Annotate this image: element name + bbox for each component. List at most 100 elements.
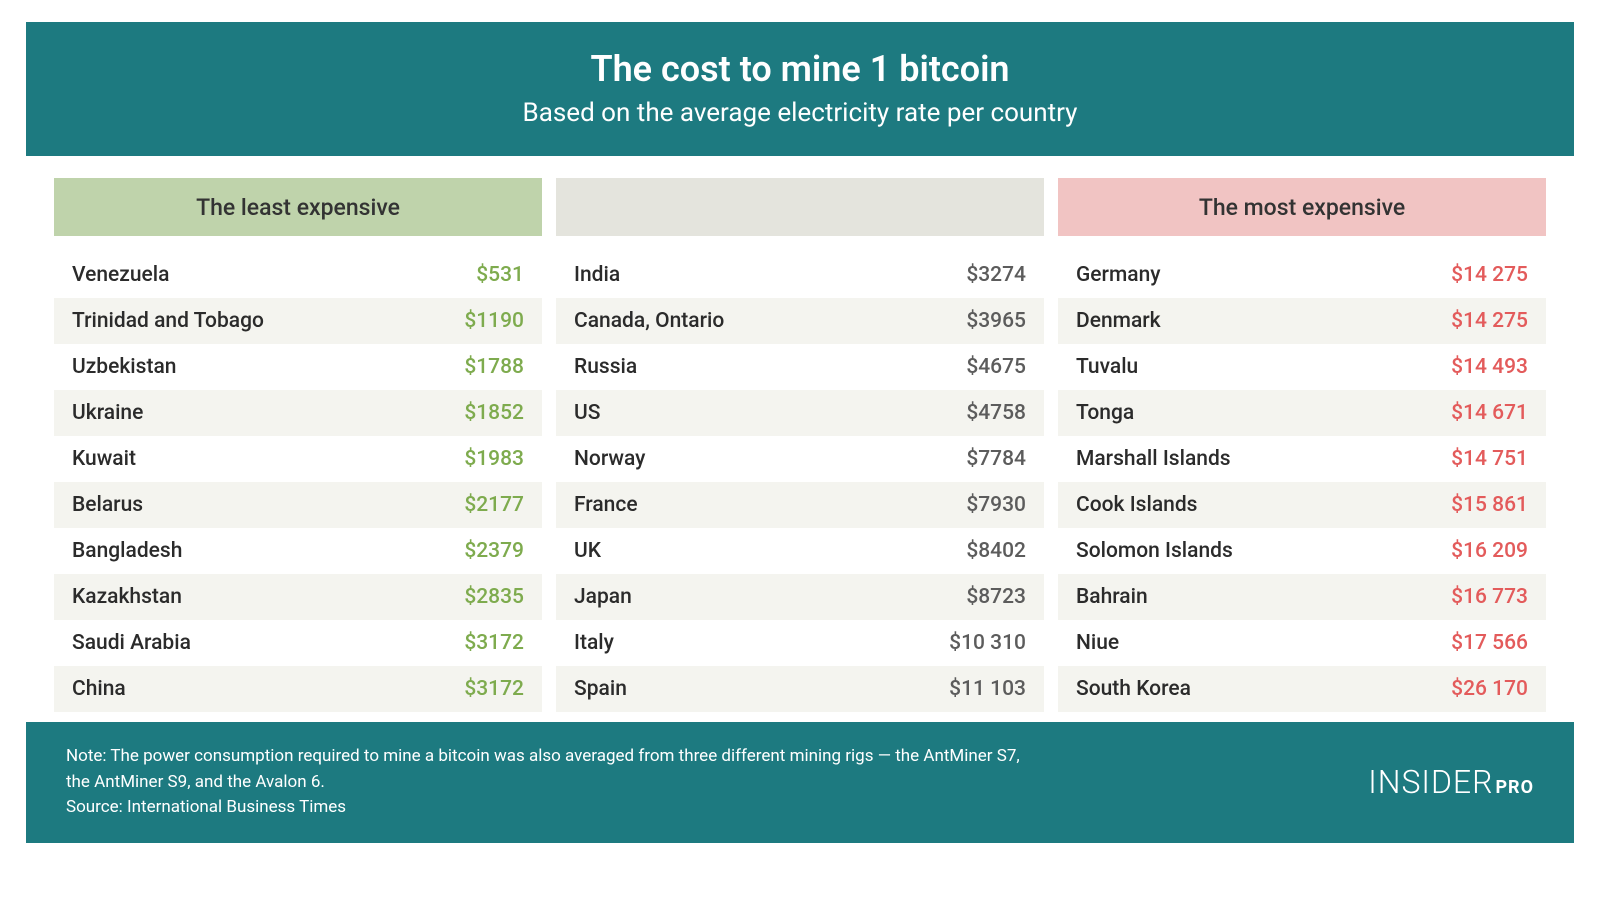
price-cell: $1788 xyxy=(464,355,524,379)
table-row: Cook Islands$15 861 xyxy=(1058,482,1546,528)
price-cell: $10 310 xyxy=(949,631,1026,655)
country-cell: France xyxy=(574,493,638,517)
table-row: Italy $10 310 xyxy=(556,620,1044,666)
price-cell: $7784 xyxy=(966,447,1026,471)
column-mid: India $3274 Canada, Ontario $3965 Russia$467… xyxy=(556,178,1044,712)
price-cell: $7930 xyxy=(966,493,1026,517)
table-row: Russia$4675 xyxy=(556,344,1044,390)
country-cell: China xyxy=(72,677,126,701)
brand-pro: PRO xyxy=(1495,777,1534,798)
country-cell: Ukraine xyxy=(72,401,143,425)
country-cell: Japan xyxy=(574,585,632,609)
country-cell: South Korea xyxy=(1076,677,1191,701)
price-cell: $14 751 xyxy=(1451,447,1528,471)
country-cell: Uzbekistan xyxy=(72,355,176,379)
price-cell: $8402 xyxy=(966,539,1026,563)
price-cell: $11 103 xyxy=(949,677,1026,701)
table-zone: The least expensive Venezuela $531 Trinida… xyxy=(26,156,1574,722)
price-cell: $531 xyxy=(476,263,524,287)
price-cell: $3172 xyxy=(464,677,524,701)
rows-mid: India $3274 Canada, Ontario $3965 Russia$467… xyxy=(556,252,1044,712)
table-row: Venezuela $531 xyxy=(54,252,542,298)
page-subtitle: Based on the average electricity rate pe… xyxy=(46,98,1554,128)
table-row: Tuvalu $14 493 xyxy=(1058,344,1546,390)
price-cell: $16 773 xyxy=(1451,585,1528,609)
table-row: Canada, Ontario $3965 xyxy=(556,298,1044,344)
country-cell: Tuvalu xyxy=(1076,355,1138,379)
note-line-2: the AntMiner S9, and the Avalon 6. xyxy=(66,770,1020,796)
column-header-least: The least expensive xyxy=(54,178,542,236)
price-cell: $2835 xyxy=(464,585,524,609)
price-cell: $1852 xyxy=(464,401,524,425)
country-cell: Belarus xyxy=(72,493,143,517)
footer-banner: Note: The power consumption required to … xyxy=(26,722,1574,843)
price-cell: $15 861 xyxy=(1451,493,1528,517)
country-cell: India xyxy=(574,263,620,287)
price-cell: $3965 xyxy=(966,309,1026,333)
price-cell: $3274 xyxy=(966,263,1026,287)
country-cell: Norway xyxy=(574,447,645,471)
country-cell: Canada, Ontario xyxy=(574,309,724,333)
price-cell: $4675 xyxy=(966,355,1026,379)
table-row: Japan $8723 xyxy=(556,574,1044,620)
table-row: South Korea $26 170 xyxy=(1058,666,1546,712)
table-row: Kazakhstan $2835 xyxy=(54,574,542,620)
table-row: India $3274 xyxy=(556,252,1044,298)
country-cell: Marshall Islands xyxy=(1076,447,1231,471)
table-row: Belarus $2177 xyxy=(54,482,542,528)
price-cell: $14 275 xyxy=(1451,263,1528,287)
column-least: The least expensive Venezuela $531 Trinida… xyxy=(54,178,542,712)
table-row: Tonga$14 671 xyxy=(1058,390,1546,436)
table-row: Denmark $14 275 xyxy=(1058,298,1546,344)
source-line: Source: International Business Times xyxy=(66,795,1020,821)
price-cell: $14 671 xyxy=(1451,401,1528,425)
country-cell: Trinidad and Tobago xyxy=(72,309,264,333)
price-cell: $14 275 xyxy=(1451,309,1528,333)
country-cell: Solomon Islands xyxy=(1076,539,1233,563)
country-cell: Denmark xyxy=(1076,309,1161,333)
country-cell: Germany xyxy=(1076,263,1161,287)
table-row: China $3172 xyxy=(54,666,542,712)
page-title: The cost to mine 1 bitcoin xyxy=(46,48,1554,90)
price-cell: $2177 xyxy=(464,493,524,517)
country-cell: Spain xyxy=(574,677,627,701)
table-row: Saudi Arabia$3172 xyxy=(54,620,542,666)
table-row: Bahrain $16 773 xyxy=(1058,574,1546,620)
table-row: Marshall Islands $14 751 xyxy=(1058,436,1546,482)
price-cell: $17 566 xyxy=(1451,631,1528,655)
table-row: Kuwait $1983 xyxy=(54,436,542,482)
note-line-1: Note: The power consumption required to … xyxy=(66,744,1020,770)
footer-note: Note: The power consumption required to … xyxy=(66,744,1020,821)
price-cell: $3172 xyxy=(464,631,524,655)
country-cell: UK xyxy=(574,539,601,563)
price-cell: $16 209 xyxy=(1451,539,1528,563)
country-cell: Kuwait xyxy=(72,447,136,471)
table-row: Norway $7784 xyxy=(556,436,1044,482)
table-row: Uzbekistan $1788 xyxy=(54,344,542,390)
country-cell: Bangladesh xyxy=(72,539,182,563)
country-cell: Kazakhstan xyxy=(72,585,182,609)
table-row: France $7930 xyxy=(556,482,1044,528)
price-cell: $2379 xyxy=(464,539,524,563)
table-row: Niue $17 566 xyxy=(1058,620,1546,666)
price-cell: $14 493 xyxy=(1451,355,1528,379)
country-cell: Bahrain xyxy=(1076,585,1148,609)
price-cell: $26 170 xyxy=(1451,677,1528,701)
table-row: Bangladesh $2379 xyxy=(54,528,542,574)
table-row: Spain $11 103 xyxy=(556,666,1044,712)
table-row: Ukraine $1852 xyxy=(54,390,542,436)
country-cell: Italy xyxy=(574,631,614,655)
column-header-most: The most expensive xyxy=(1058,178,1546,236)
price-cell: $8723 xyxy=(966,585,1026,609)
header-banner: The cost to mine 1 bitcoin Based on the … xyxy=(26,22,1574,156)
country-cell: Niue xyxy=(1076,631,1119,655)
price-cell: $1983 xyxy=(464,447,524,471)
table-row: UK $8402 xyxy=(556,528,1044,574)
price-cell: $4758 xyxy=(966,401,1026,425)
country-cell: US xyxy=(574,401,600,425)
country-cell: Venezuela xyxy=(72,263,169,287)
table-row: Solomon Islands $16 209 xyxy=(1058,528,1546,574)
table-row: Trinidad and Tobago$1190 xyxy=(54,298,542,344)
rows-least: Venezuela$531Trinidad and Tobago$1190Uzb… xyxy=(54,252,542,712)
column-header-mid xyxy=(556,178,1044,236)
